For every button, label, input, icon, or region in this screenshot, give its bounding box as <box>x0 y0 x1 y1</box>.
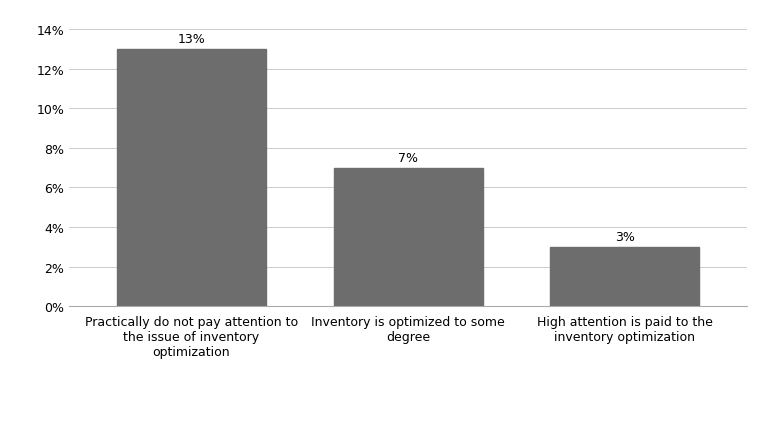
Text: 3%: 3% <box>615 230 635 243</box>
Bar <box>333 168 483 307</box>
Bar <box>117 49 266 307</box>
Text: 7%: 7% <box>398 151 418 164</box>
Bar <box>551 248 699 307</box>
Text: 13%: 13% <box>177 33 205 46</box>
